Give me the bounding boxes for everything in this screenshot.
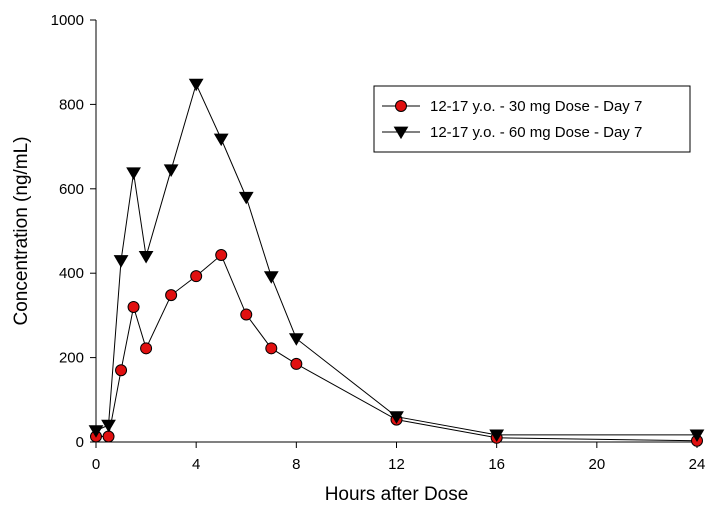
- y-tick-label: 800: [59, 96, 84, 113]
- legend-marker: [395, 100, 407, 112]
- series-1: [90, 249, 703, 447]
- x-axis-ticks: 0 4 8 12 16 20 24: [92, 442, 706, 473]
- data-point: [138, 250, 154, 264]
- y-tick-label: 600: [59, 181, 84, 198]
- data-point: [689, 429, 705, 442]
- data-point: [290, 357, 303, 370]
- legend-entry: 12-17 y.o. - 30 mg Dose - Day 7: [382, 98, 642, 115]
- series-line: [96, 254, 698, 442]
- y-tick-label: 400: [59, 265, 84, 282]
- x-tick-label: 0: [92, 456, 100, 473]
- data-point: [190, 270, 203, 283]
- data-point: [113, 255, 129, 268]
- legend-label: 12-17 y.o. - 60 mg Dose - Day 7: [430, 124, 642, 141]
- data-point: [126, 167, 141, 180]
- x-tick-label: 12: [388, 456, 405, 473]
- data-point: [127, 300, 140, 313]
- data-point: [88, 425, 104, 438]
- x-tick-label: 20: [588, 456, 605, 473]
- x-tick-label: 16: [488, 456, 505, 473]
- y-axis-title: Concentration (ng/mL): [11, 136, 32, 325]
- data-point: [489, 429, 505, 442]
- plot-series: [88, 78, 705, 447]
- x-axis-title: Hours after Dose: [325, 484, 469, 505]
- legend-marker: [393, 126, 409, 140]
- y-tick-label: 1000: [51, 12, 84, 29]
- y-tick-label: 0: [76, 434, 84, 451]
- data-point: [140, 342, 153, 355]
- legend: 12-17 y.o. - 30 mg Dose - Day 7 12-17 y.o…: [373, 85, 691, 153]
- legend-label: 12-17 y.o. - 30 mg Dose - Day 7: [430, 98, 642, 115]
- axes: 0 4 8 12 16 20 24 0 200 400 600 800 1000: [51, 12, 706, 473]
- data-point: [163, 164, 179, 177]
- data-point: [240, 308, 253, 321]
- y-tick-label: 200: [59, 350, 84, 367]
- data-point: [263, 271, 279, 284]
- legend-box: [373, 85, 691, 153]
- x-tick-label: 24: [689, 456, 706, 473]
- series-line: [95, 82, 697, 436]
- data-point: [115, 364, 128, 377]
- series-2: [88, 78, 705, 442]
- data-point: [188, 78, 204, 92]
- legend-entries: 12-17 y.o. - 30 mg Dose - Day 7 12-17 y.o…: [382, 98, 642, 141]
- x-tick-label: 4: [192, 456, 200, 473]
- data-point: [238, 191, 254, 205]
- data-point: [389, 411, 404, 424]
- data-point: [102, 430, 115, 443]
- data-point: [288, 333, 304, 346]
- legend-entry: 12-17 y.o. - 60 mg Dose - Day 7: [382, 124, 642, 141]
- data-point: [213, 133, 229, 147]
- y-axis-ticks: 0 200 400 600 800 1000: [51, 12, 96, 451]
- data-point: [215, 249, 228, 262]
- data-point: [265, 342, 278, 355]
- x-tick-label: 8: [292, 456, 300, 473]
- data-point: [101, 419, 116, 433]
- data-point: [165, 289, 178, 302]
